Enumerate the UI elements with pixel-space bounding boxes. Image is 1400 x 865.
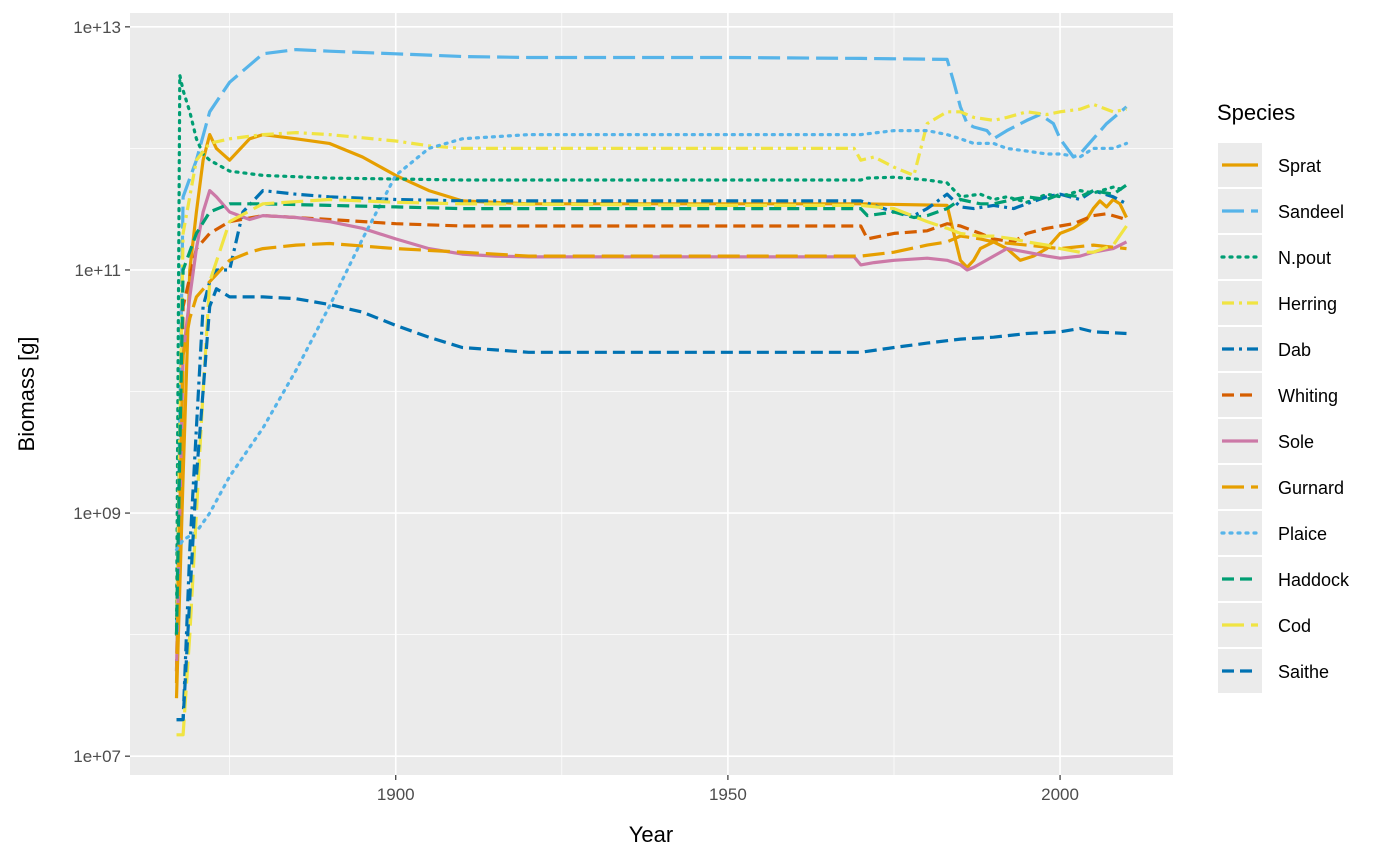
series-line-haddock [174, 183, 1128, 635]
legend-label-sandeel: Sandeel [1278, 202, 1344, 222]
y-tick-label-1: 1e+09 [73, 504, 121, 523]
legend-label-haddock: Haddock [1278, 570, 1350, 590]
y-tick-label-2: 1e+11 [75, 261, 121, 280]
x-axis-title: Year [629, 822, 673, 847]
series-line-n-pout [174, 73, 1129, 637]
legend-items: Sprat Sandeel N.pout Herring Dab Whiting Sole G… [1218, 143, 1350, 693]
plot-panel [130, 13, 1173, 775]
x-tick-label-2: 2000 [1041, 785, 1079, 804]
x-axis: 1900 1950 2000 [377, 775, 1079, 804]
legend-label-cod: Cod [1278, 616, 1311, 636]
legend-label-gurnard: Gurnard [1278, 478, 1344, 498]
legend-label-n-pout: N.pout [1278, 248, 1331, 268]
series-line-sandeel [174, 48, 1128, 635]
legend-label-whiting: Whiting [1278, 386, 1338, 406]
legend-label-sprat: Sprat [1278, 156, 1321, 176]
x-tick-label-1: 1950 [709, 785, 747, 804]
series-line-gurnard [174, 234, 1127, 684]
y-tick-label-0: 1e+07 [73, 747, 121, 766]
series-layer [174, 48, 1129, 737]
series-line-whiting [174, 212, 1127, 672]
legend-label-sole: Sole [1278, 432, 1314, 452]
legend-label-plaice: Plaice [1278, 524, 1327, 544]
legend-label-dab: Dab [1278, 340, 1311, 360]
legend-label-herring: Herring [1278, 294, 1337, 314]
series-line-sprat [174, 133, 1128, 699]
legend-label-saithe: Saithe [1278, 662, 1329, 682]
legend: Species Sprat Sandeel N.pout Herring Dab Whit… [1217, 100, 1350, 693]
series-line-saithe [176, 287, 1127, 722]
series-line-plaice [174, 129, 1129, 552]
y-axis-title: Biomass [g] [14, 337, 39, 452]
y-axis: 1e+07 1e+09 1e+11 1e+13 [73, 18, 130, 766]
y-tick-label-3: 1e+13 [73, 18, 121, 37]
grid-minor [130, 13, 1173, 775]
series-line-dab [176, 189, 1128, 722]
x-tick-label-0: 1900 [377, 785, 415, 804]
legend-title: Species [1217, 100, 1295, 125]
series-line-herring [174, 102, 1127, 635]
